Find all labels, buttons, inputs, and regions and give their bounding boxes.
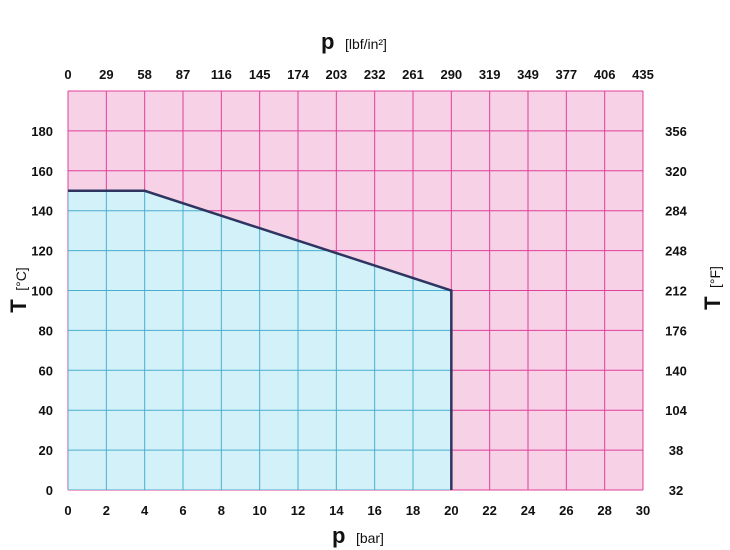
grid-blue <box>68 190 452 490</box>
y-right-tick-label: 140 <box>665 363 687 378</box>
x-bottom-tick-label: 12 <box>291 503 305 518</box>
x-bottom-tick-label: 18 <box>406 503 420 518</box>
x-bottom-tick-label: 0 <box>64 503 71 518</box>
left-tick-labels: 0 20 40 60 80 100 120 140 160 180 <box>31 124 53 498</box>
bottom-tick-labels: 0 2 4 6 8 10 12 14 16 18 20 22 24 26 28 30 <box>64 503 650 518</box>
y-left-tick-label: 60 <box>39 363 53 378</box>
y-left-tick-label: 20 <box>39 443 53 458</box>
x-bottom-tick-label: 10 <box>252 503 266 518</box>
x-top-tick-label: 232 <box>364 67 386 82</box>
right-axis-unit: [°F] <box>707 266 723 288</box>
x-top-tick-label: 116 <box>211 67 232 82</box>
x-bottom-tick-label: 4 <box>141 503 149 518</box>
x-top-tick-label: 29 <box>99 67 113 82</box>
left-axis-unit: [°C] <box>13 267 29 291</box>
y-left-tick-label: 180 <box>31 124 53 139</box>
x-top-tick-label: 349 <box>517 67 539 82</box>
left-axis-symbol: T <box>6 299 31 313</box>
x-bottom-tick-label: 16 <box>367 503 381 518</box>
x-bottom-tick-label: 26 <box>559 503 573 518</box>
y-right-tick-label: 176 <box>665 323 687 338</box>
x-bottom-tick-label: 6 <box>179 503 186 518</box>
x-top-tick-label: 406 <box>594 67 616 82</box>
y-left-tick-label: 160 <box>31 164 53 179</box>
y-right-tick-label: 32 <box>669 483 683 498</box>
bottom-axis-symbol: p <box>332 523 345 548</box>
y-left-tick-label: 0 <box>46 483 53 498</box>
left-axis-title: T [°C] <box>6 267 31 312</box>
x-bottom-tick-label: 8 <box>218 503 225 518</box>
x-bottom-tick-label: 30 <box>636 503 650 518</box>
boundary-line <box>68 189 453 490</box>
y-right-tick-label: 38 <box>669 443 683 458</box>
x-bottom-tick-label: 28 <box>597 503 611 518</box>
x-top-tick-label: 145 <box>249 67 271 82</box>
x-top-tick-label: 377 <box>555 67 577 82</box>
x-top-tick-label: 319 <box>479 67 501 82</box>
y-left-tick-label: 80 <box>39 323 53 338</box>
x-top-tick-label: 290 <box>440 67 462 82</box>
right-axis-symbol: T <box>700 296 725 310</box>
x-top-tick-label: 87 <box>176 67 190 82</box>
top-axis-title: p [lbf/in²] <box>321 29 387 54</box>
right-tick-labels: 32 38 104 140 176 212 248 284 320 356 <box>665 124 687 498</box>
y-right-tick-label: 104 <box>665 403 687 418</box>
y-left-tick-label: 120 <box>31 244 53 259</box>
x-top-tick-label: 203 <box>325 67 347 82</box>
x-top-tick-label: 58 <box>137 67 151 82</box>
x-bottom-tick-label: 22 <box>482 503 496 518</box>
x-top-tick-label: 261 <box>402 67 424 82</box>
y-right-tick-label: 212 <box>665 284 687 299</box>
top-tick-labels: 0 29 58 87 116 145 174 203 232 261 290 319 349 377 406… <box>64 67 653 82</box>
y-right-tick-label: 248 <box>665 244 687 259</box>
x-top-tick-label: 0 <box>64 67 71 82</box>
top-axis-unit: [lbf/in²] <box>345 36 387 52</box>
right-axis-title: T [°F] <box>700 266 725 310</box>
x-top-tick-label: 435 <box>632 67 654 82</box>
y-right-tick-label: 320 <box>665 164 687 179</box>
x-top-tick-label: 174 <box>287 67 309 82</box>
top-axis-symbol: p <box>321 29 334 54</box>
y-right-tick-label: 356 <box>665 124 687 139</box>
y-left-tick-label: 100 <box>31 284 53 299</box>
x-bottom-tick-label: 2 <box>103 503 110 518</box>
bottom-axis-title: p [bar] <box>332 523 384 548</box>
x-bottom-tick-label: 24 <box>521 503 536 518</box>
x-bottom-tick-label: 20 <box>444 503 458 518</box>
bottom-axis-unit: [bar] <box>356 530 384 546</box>
y-left-tick-label: 140 <box>31 204 53 219</box>
y-right-tick-label: 284 <box>665 204 687 219</box>
x-bottom-tick-label: 14 <box>329 503 344 518</box>
y-left-tick-label: 40 <box>39 403 53 418</box>
